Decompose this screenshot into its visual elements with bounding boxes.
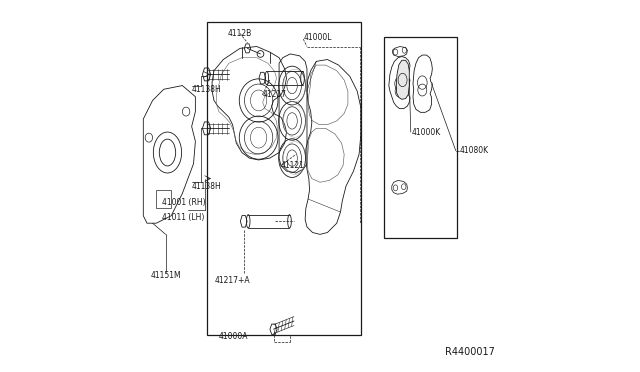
Bar	[207, 22, 361, 335]
Text: 41138H: 41138H	[191, 182, 221, 190]
Text: R4400017: R4400017	[445, 347, 495, 356]
Text: 41000L: 41000L	[303, 33, 332, 42]
Text: 41217: 41217	[262, 90, 286, 99]
Text: 41121: 41121	[281, 161, 305, 170]
Text: 41011 (LH): 41011 (LH)	[162, 213, 204, 222]
Text: 41080K: 41080K	[460, 146, 488, 155]
Text: 41217+A: 41217+A	[215, 276, 250, 285]
Text: 4112B: 4112B	[228, 29, 252, 38]
Bar	[384, 37, 456, 238]
Text: 41000A: 41000A	[219, 332, 248, 341]
Text: 41001 (RH): 41001 (RH)	[162, 198, 205, 207]
Text: 41151M: 41151M	[150, 271, 181, 280]
Polygon shape	[396, 60, 410, 99]
Text: 41138H: 41138H	[191, 85, 221, 94]
Text: 41000K: 41000K	[411, 128, 440, 137]
